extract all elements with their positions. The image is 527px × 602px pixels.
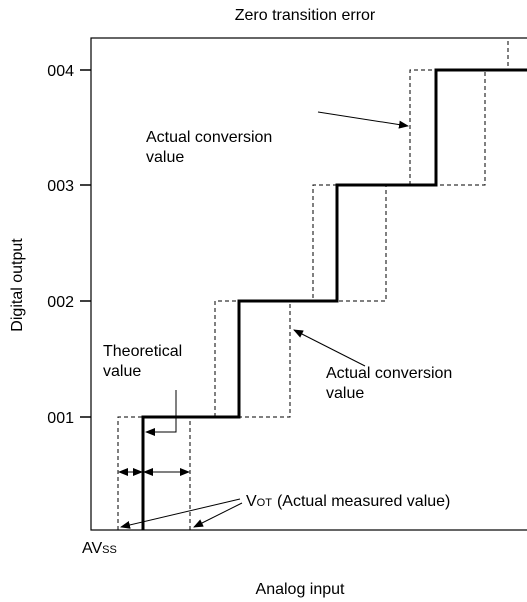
y-axis-label: Digital output	[9, 238, 26, 332]
text-part: OT	[257, 497, 273, 509]
y-ticks	[80, 69, 91, 418]
theoretical-staircase	[141, 68, 527, 530]
text-part: SS	[102, 544, 117, 556]
y-level-label: 001	[47, 410, 74, 427]
arrow	[293, 329, 366, 367]
annotation: VOT (Actual measured value)	[246, 493, 450, 510]
annotation: value	[103, 363, 141, 380]
y-level-label: 002	[47, 294, 74, 311]
arrow	[317, 111, 409, 129]
text-part: AV	[82, 540, 102, 557]
text-part: V	[246, 493, 257, 510]
y-level-label: 004	[47, 63, 74, 80]
x-axis-label: Analog input	[256, 581, 346, 598]
arrow	[120, 498, 241, 529]
annotation: value	[146, 149, 184, 166]
annotation: Actual conversion	[326, 365, 452, 382]
annotation: Actual conversion	[146, 129, 272, 146]
title: Zero transition error	[235, 7, 376, 24]
actual-right-staircase	[189, 69, 527, 530]
text-part: (Actual measured value)	[277, 493, 450, 510]
y-level-label: 003	[47, 178, 74, 195]
annotation: value	[326, 385, 364, 402]
arrow	[145, 390, 177, 436]
arrow	[193, 502, 243, 528]
origin-label: AVSS	[82, 540, 117, 557]
actual-left-staircase	[117, 38, 509, 530]
plot-frame	[90, 37, 527, 531]
annotation: Theoretical	[103, 343, 182, 360]
